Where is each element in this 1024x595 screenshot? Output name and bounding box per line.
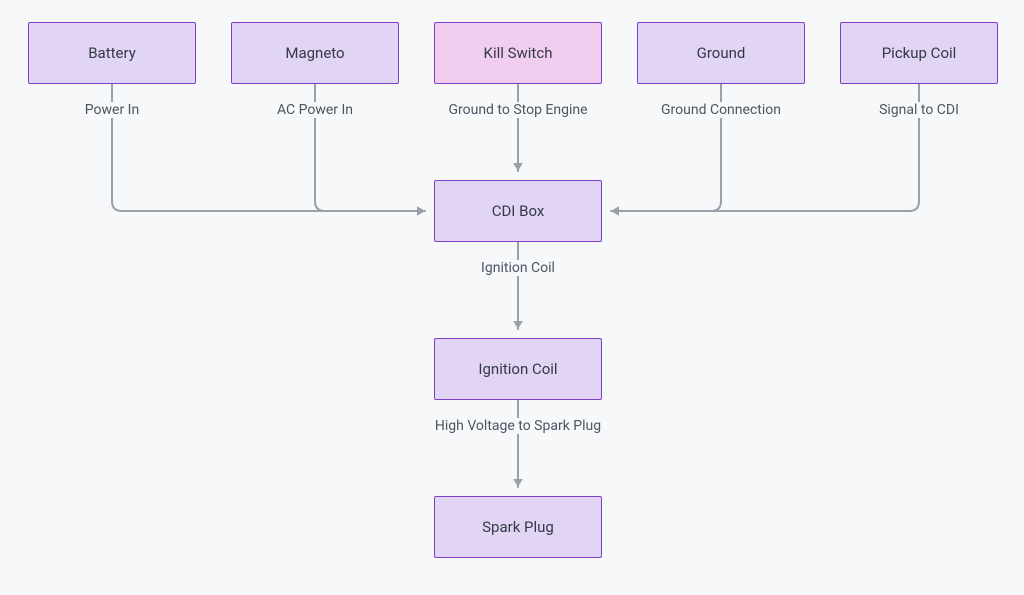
node-kill-switch: Kill Switch [434,22,602,84]
edge-label-magneto-cdi_box: AC Power In [273,102,357,118]
edge-label-cdi_box-ignition_coil: Ignition Coil [477,260,559,276]
node-label: Kill Switch [484,44,553,62]
edge-label-battery-cdi_box: Power In [81,102,143,118]
node-label: Ignition Coil [478,360,557,378]
node-ignition-coil: Ignition Coil [434,338,602,400]
node-label: Pickup Coil [882,44,957,62]
edge-battery-cdi_box [112,84,425,211]
node-cdi-box: CDI Box [434,180,602,242]
node-label: Magneto [285,44,344,62]
node-magneto: Magneto [231,22,399,84]
node-label: Battery [88,44,136,62]
node-spark-plug: Spark Plug [434,496,602,558]
node-ground: Ground [637,22,805,84]
edge-label-ground-cdi_box: Ground Connection [657,102,785,118]
edge-label-ignition_coil-spark_plug: High Voltage to Spark Plug [431,418,605,434]
node-pickup-coil: Pickup Coil [840,22,998,84]
node-label: Spark Plug [482,518,554,536]
edge-label-kill_switch-cdi_box: Ground to Stop Engine [444,102,591,118]
node-label: CDI Box [492,202,545,220]
diagram-canvas: Power In AC Power In Ground to Stop Engine… [0,0,1024,595]
node-battery: Battery [28,22,196,84]
edge-label-pickup_coil-cdi_box: Signal to CDI [875,102,963,118]
node-label: Ground [697,44,746,62]
